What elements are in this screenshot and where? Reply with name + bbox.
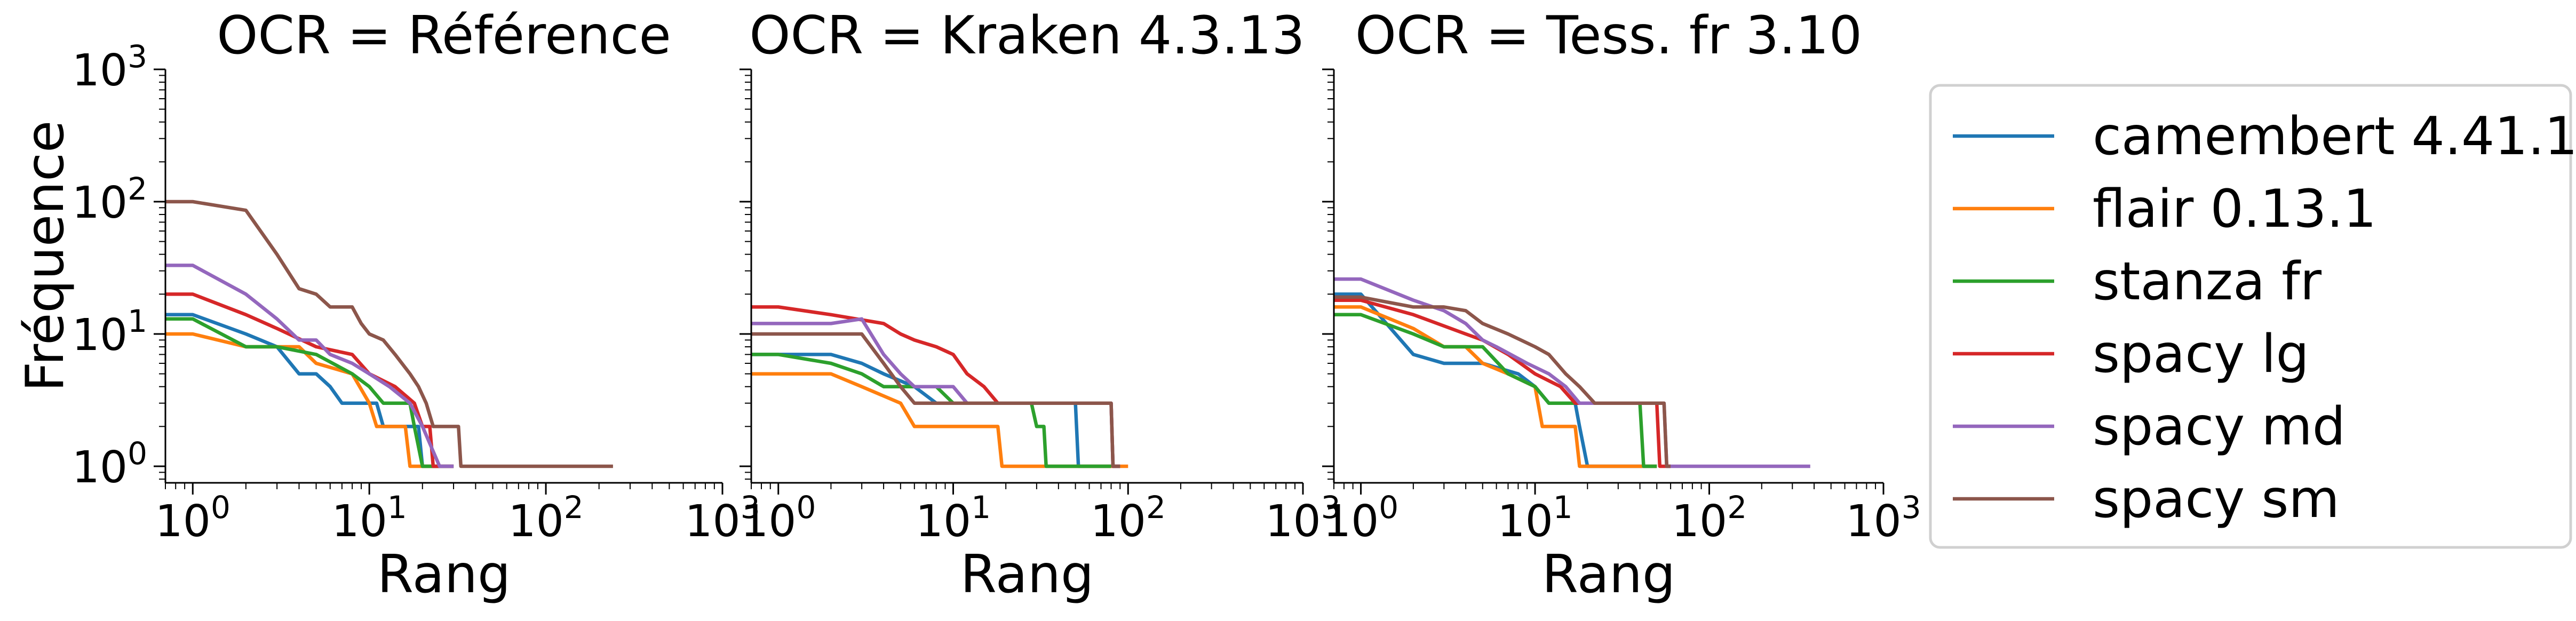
panel-reference: OCR = Référence Rang 100 101 102 103 100 101 102… xyxy=(72,5,760,605)
series-line-spacy-sm xyxy=(165,200,613,468)
x-tick-label: 101 xyxy=(332,489,407,547)
x-tick-label: 103 xyxy=(1265,489,1340,547)
y-tick-label: 103 xyxy=(72,38,147,96)
series-line-camembert-4-41-1 xyxy=(1334,292,1657,468)
y-tick-label: 100 xyxy=(72,435,147,493)
x-tick-label: 102 xyxy=(1091,489,1166,547)
x-axis-label: Rang xyxy=(377,544,511,605)
x-tick-label: 100 xyxy=(155,489,230,547)
legend-label: spacy lg xyxy=(2093,324,2309,385)
series-line-spacy-sm xyxy=(751,332,1120,468)
legend-label: camembert 4.41.1 xyxy=(2093,106,2576,167)
panel-title: OCR = Référence xyxy=(217,5,671,66)
panel-title: OCR = Kraken 4.3.13 xyxy=(749,5,1305,66)
x-tick-label: 102 xyxy=(1672,489,1747,547)
series-line-spacy-md xyxy=(165,264,454,468)
legend-label: flair 0.13.1 xyxy=(2093,179,2376,240)
x-tick-label: 100 xyxy=(1323,489,1398,547)
series-line-flair-0-13-1 xyxy=(751,372,1128,468)
series-line-stanza-fr xyxy=(1334,313,1657,468)
y-tick-label: 102 xyxy=(72,171,147,228)
panel-tesseract: OCR = Tess. fr 3.10 Rang 100 101 102 103 xyxy=(1322,5,1921,605)
x-tick-label: 101 xyxy=(916,489,991,547)
legend: camembert 4.41.1 flair 0.13.1 stanza fr spa… xyxy=(1929,84,2576,549)
y-tick-label: 101 xyxy=(72,303,147,361)
legend-label: spacy md xyxy=(2093,396,2346,457)
x-tick-label: 100 xyxy=(741,489,816,547)
x-tick-label: 101 xyxy=(1497,489,1572,547)
legend-label: stanza fr xyxy=(2093,251,2322,312)
panel-title: OCR = Tess. fr 3.10 xyxy=(1355,5,1862,66)
x-axis-label: Rang xyxy=(1542,544,1675,605)
x-tick-label: 103 xyxy=(685,489,760,547)
series-line-stanza-fr xyxy=(165,317,454,468)
series-line-spacy-lg xyxy=(1334,298,1671,468)
legend-label: spacy sm xyxy=(2093,469,2340,530)
series-line-spacy-md xyxy=(751,317,1120,468)
x-tick-label: 102 xyxy=(508,489,583,547)
legend-frame xyxy=(1929,84,2572,549)
series-line-flair-0-13-1 xyxy=(165,332,440,468)
panel-kraken: OCR = Kraken 4.3.13 Rang 100 101 102 103 xyxy=(740,5,1341,605)
x-axis-label: Rang xyxy=(960,544,1094,605)
legend-entries: camembert 4.41.1 flair 0.13.1 stanza fr spa… xyxy=(1953,106,2576,530)
series-line-flair-0-13-1 xyxy=(1334,305,1657,468)
series-line-stanza-fr xyxy=(751,353,1111,468)
y-axis-label: Fréquence xyxy=(15,121,76,392)
series-line-camembert-4-41-1 xyxy=(751,353,1111,468)
x-tick-label: 103 xyxy=(1846,489,1921,547)
series-line-spacy-sm xyxy=(1334,295,1671,468)
